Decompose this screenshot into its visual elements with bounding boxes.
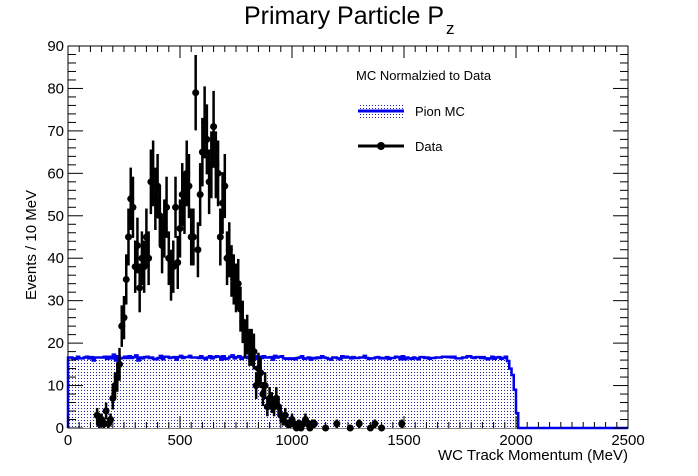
- data-point: [214, 169, 222, 177]
- data-point: [122, 275, 130, 283]
- data-point: [172, 203, 180, 211]
- data-point: [116, 360, 124, 368]
- legend-title: MC Normalzied to Data: [356, 68, 492, 83]
- y-tick-label: 10: [47, 378, 64, 395]
- y-tick-label: 90: [47, 38, 64, 55]
- data-point: [156, 212, 164, 220]
- data-point: [192, 89, 200, 97]
- x-tick-label: 1500: [387, 432, 420, 449]
- data-point: [174, 258, 182, 266]
- axis-ticks-layer: 0 500 1000 1500 2000 2500 0 10 20 30 40 50 60 70 80 90: [47, 38, 644, 449]
- x-tick-label: 500: [167, 432, 192, 449]
- x-tick-label: 1000: [275, 432, 308, 449]
- data-point: [136, 284, 144, 292]
- y-tick-label: 60: [47, 165, 64, 182]
- data-point: [124, 233, 132, 241]
- data-point: [102, 407, 110, 415]
- data-point: [221, 182, 229, 190]
- data-point: [120, 314, 128, 322]
- data-point: [129, 203, 137, 211]
- legend-data-label: Data: [415, 139, 443, 154]
- mc-fill: [68, 354, 628, 428]
- y-tick-label: 30: [47, 293, 64, 310]
- data-point: [203, 135, 211, 143]
- x-tick-label: 2500: [611, 432, 644, 449]
- data-point: [194, 246, 202, 254]
- data-point: [133, 241, 141, 249]
- mc-histogram-layer: [66, 353, 628, 430]
- data-point: [163, 203, 171, 211]
- data-point: [107, 416, 115, 424]
- data-point: [216, 233, 224, 241]
- y-tick-label: 40: [47, 250, 64, 267]
- data-point: [281, 411, 289, 419]
- data-point: [185, 182, 193, 190]
- y-tick-label: 20: [47, 335, 64, 352]
- data-point: [234, 280, 242, 288]
- data-point: [93, 411, 101, 419]
- y-tick-label: 80: [47, 80, 64, 97]
- data-point: [169, 263, 177, 271]
- data-point: [250, 348, 258, 356]
- x-tick-label: 2000: [499, 432, 532, 449]
- data-point: [261, 382, 269, 390]
- chart-title-subscript: z: [446, 19, 455, 38]
- y-tick-label: 0: [56, 420, 64, 437]
- data-point: [196, 191, 204, 199]
- legend-mc-label: Pion MC: [415, 104, 465, 119]
- data-point: [145, 254, 153, 262]
- data-point: [189, 233, 197, 241]
- mc-outline: [66, 353, 628, 430]
- data-point: [371, 420, 379, 428]
- y-axis-label: Events / 10 MeV: [23, 190, 40, 300]
- legend: MC Normalzied to Data Pion MC Data: [356, 68, 492, 154]
- x-tick-label: 0: [64, 432, 72, 449]
- legend-data-marker: [377, 142, 385, 150]
- data-point: [210, 123, 218, 131]
- x-axis-label: WC Track Momentum (MeV): [438, 447, 628, 464]
- chart-title: Primary Particle P: [244, 2, 444, 30]
- y-tick-label: 50: [47, 208, 64, 225]
- y-tick-label: 70: [47, 123, 64, 140]
- data-point: [257, 369, 265, 377]
- data-point: [176, 225, 184, 233]
- data-points-layer: [93, 54, 406, 432]
